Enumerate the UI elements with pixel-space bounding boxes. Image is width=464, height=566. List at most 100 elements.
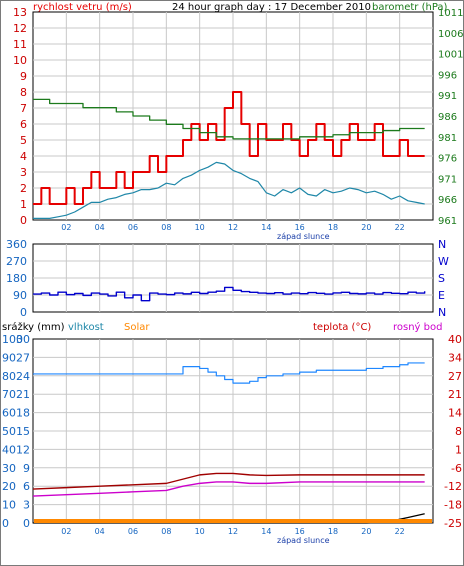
wind-tick-label: 2 <box>20 182 27 195</box>
x-tick-label: 06 <box>128 527 138 536</box>
direction-tick-label: 270 <box>6 255 27 268</box>
baro-tick-label: 1001 <box>438 50 463 61</box>
solar-band <box>34 519 432 523</box>
data-series <box>32 91 432 524</box>
x-tick-label: 10 <box>195 527 205 536</box>
x-tick-label: 06 <box>128 223 138 232</box>
x-tick-label: 16 <box>295 223 305 232</box>
baro-tick-label: 976 <box>438 154 457 165</box>
direction-tick-label: 360 <box>6 238 27 251</box>
wind-tick-label: 1 <box>20 198 27 211</box>
baro-tick-label: 961 <box>438 216 457 227</box>
rain-tick-label: 9 <box>23 462 30 475</box>
humidity-tick-label: 90 <box>2 351 16 364</box>
dewpoint-axis-title: rosný bod <box>393 321 442 333</box>
temperature-tick-label: 34 <box>448 351 462 364</box>
x-tick-label: 08 <box>161 223 171 232</box>
chart-title: 24 hour graph day : 17 December 2010 <box>172 2 371 13</box>
baro-tick-label: 991 <box>438 91 457 102</box>
temperature-tick-label: 21 <box>448 388 462 401</box>
dewpoint-line <box>32 481 425 497</box>
x-tick-label: 12 <box>228 527 238 536</box>
wind-tick-label: 4 <box>20 150 27 163</box>
temperature-tick-label: -6 <box>451 462 462 475</box>
humidity-tick-label: 10 <box>2 499 16 512</box>
baro-axis-title: barometr (hPa) <box>372 2 448 13</box>
direction-grid <box>33 244 433 312</box>
wind-tick-label: 7 <box>20 102 27 115</box>
wind-tick-label: 12 <box>13 22 27 35</box>
rain-tick-label: 12 <box>16 443 30 456</box>
wind-avg-line <box>33 161 425 219</box>
temperature-tick-label: 14 <box>448 407 462 420</box>
temperature-tick-label: -18 <box>444 499 462 512</box>
wind-gust-line <box>33 91 425 205</box>
baro-tick-label: 966 <box>438 195 457 206</box>
humidity-tick-label: 60 <box>2 407 16 420</box>
rain-tick-label: 30 <box>16 333 30 346</box>
temperature-axis-title: teplota (°C) <box>313 322 371 333</box>
wind-tick-label: 3 <box>20 166 27 179</box>
wind-tick-label: 5 <box>20 134 27 147</box>
direction-tick-label: 0 <box>20 306 27 319</box>
sunset-note-top: západ slunce <box>277 232 330 241</box>
humidity-tick-label: 70 <box>2 388 16 401</box>
climate-grid <box>33 339 433 523</box>
temperature-tick-label: -12 <box>444 480 462 493</box>
wind-tick-label: 10 <box>13 54 27 67</box>
rain-tick-label: 21 <box>16 388 30 401</box>
rain-tick-label: 24 <box>16 370 30 383</box>
baro-tick-label: 971 <box>438 174 457 185</box>
x-tick-label: 22 <box>395 527 405 536</box>
baro-tick-label: 1006 <box>438 29 463 40</box>
baro-tick-label: 996 <box>438 70 457 81</box>
temperature-tick-label: 40 <box>448 333 462 346</box>
humidity-axis-title: vlhkost <box>68 322 104 333</box>
x-tick-label: 18 <box>328 223 338 232</box>
direction-tick-label: 90 <box>13 289 27 302</box>
x-tick-label: 04 <box>95 223 105 232</box>
temperature-tick-label: 8 <box>455 425 462 438</box>
baro-tick-label: 1011 <box>438 8 463 19</box>
compass-tick-label: W <box>438 255 449 268</box>
x-tick-label: 22 <box>395 223 405 232</box>
wind-tick-label: 13 <box>13 6 27 19</box>
sunset-note-bottom: západ slunce <box>277 536 330 545</box>
humidity-tick-label: 80 <box>2 370 16 383</box>
axis-labels: 0123456789101112139619669719769819869919… <box>2 6 463 536</box>
humidity-line <box>33 362 425 384</box>
wind-tick-label: 8 <box>20 86 27 99</box>
x-tick-label: 14 <box>261 527 271 536</box>
compass-tick-label: N <box>438 238 446 251</box>
x-tick-label: 14 <box>261 223 271 232</box>
temperature-tick-label: 27 <box>448 370 462 383</box>
compass-tick-label: S <box>438 272 445 285</box>
x-tick-label: 20 <box>361 527 371 536</box>
humidity-tick-label: 20 <box>2 480 16 493</box>
wind-direction-line <box>33 286 426 302</box>
temperature-tick-label: 1 <box>455 443 462 456</box>
rain-tick-label: 6 <box>23 480 30 493</box>
rain-tick-label: 15 <box>16 425 30 438</box>
x-tick-label: 10 <box>195 223 205 232</box>
x-tick-label: 12 <box>228 223 238 232</box>
x-tick-label: 08 <box>161 527 171 536</box>
baro-line <box>33 98 425 140</box>
compass-tick-label: E <box>438 289 445 302</box>
baro-tick-label: 986 <box>438 112 457 123</box>
rain-tick-label: 0 <box>23 517 30 530</box>
humidity-tick-label: 0 <box>2 517 9 530</box>
wind-tick-label: 0 <box>20 214 27 227</box>
x-tick-label: 02 <box>61 527 71 536</box>
solar-axis-title: Solar <box>124 322 150 333</box>
wind-tick-label: 11 <box>13 38 27 51</box>
rain-axis-title: srážky (mm) <box>2 321 65 333</box>
x-tick-label: 18 <box>328 527 338 536</box>
baro-tick-label: 981 <box>438 133 457 144</box>
humidity-tick-label: 30 <box>2 462 16 475</box>
humidity-tick-label: 50 <box>2 425 16 438</box>
direction-tick-label: 180 <box>6 272 27 285</box>
wind-axis-title: rychlost vetru (m/s) <box>33 2 132 13</box>
rain-tick-label: 3 <box>23 499 30 512</box>
